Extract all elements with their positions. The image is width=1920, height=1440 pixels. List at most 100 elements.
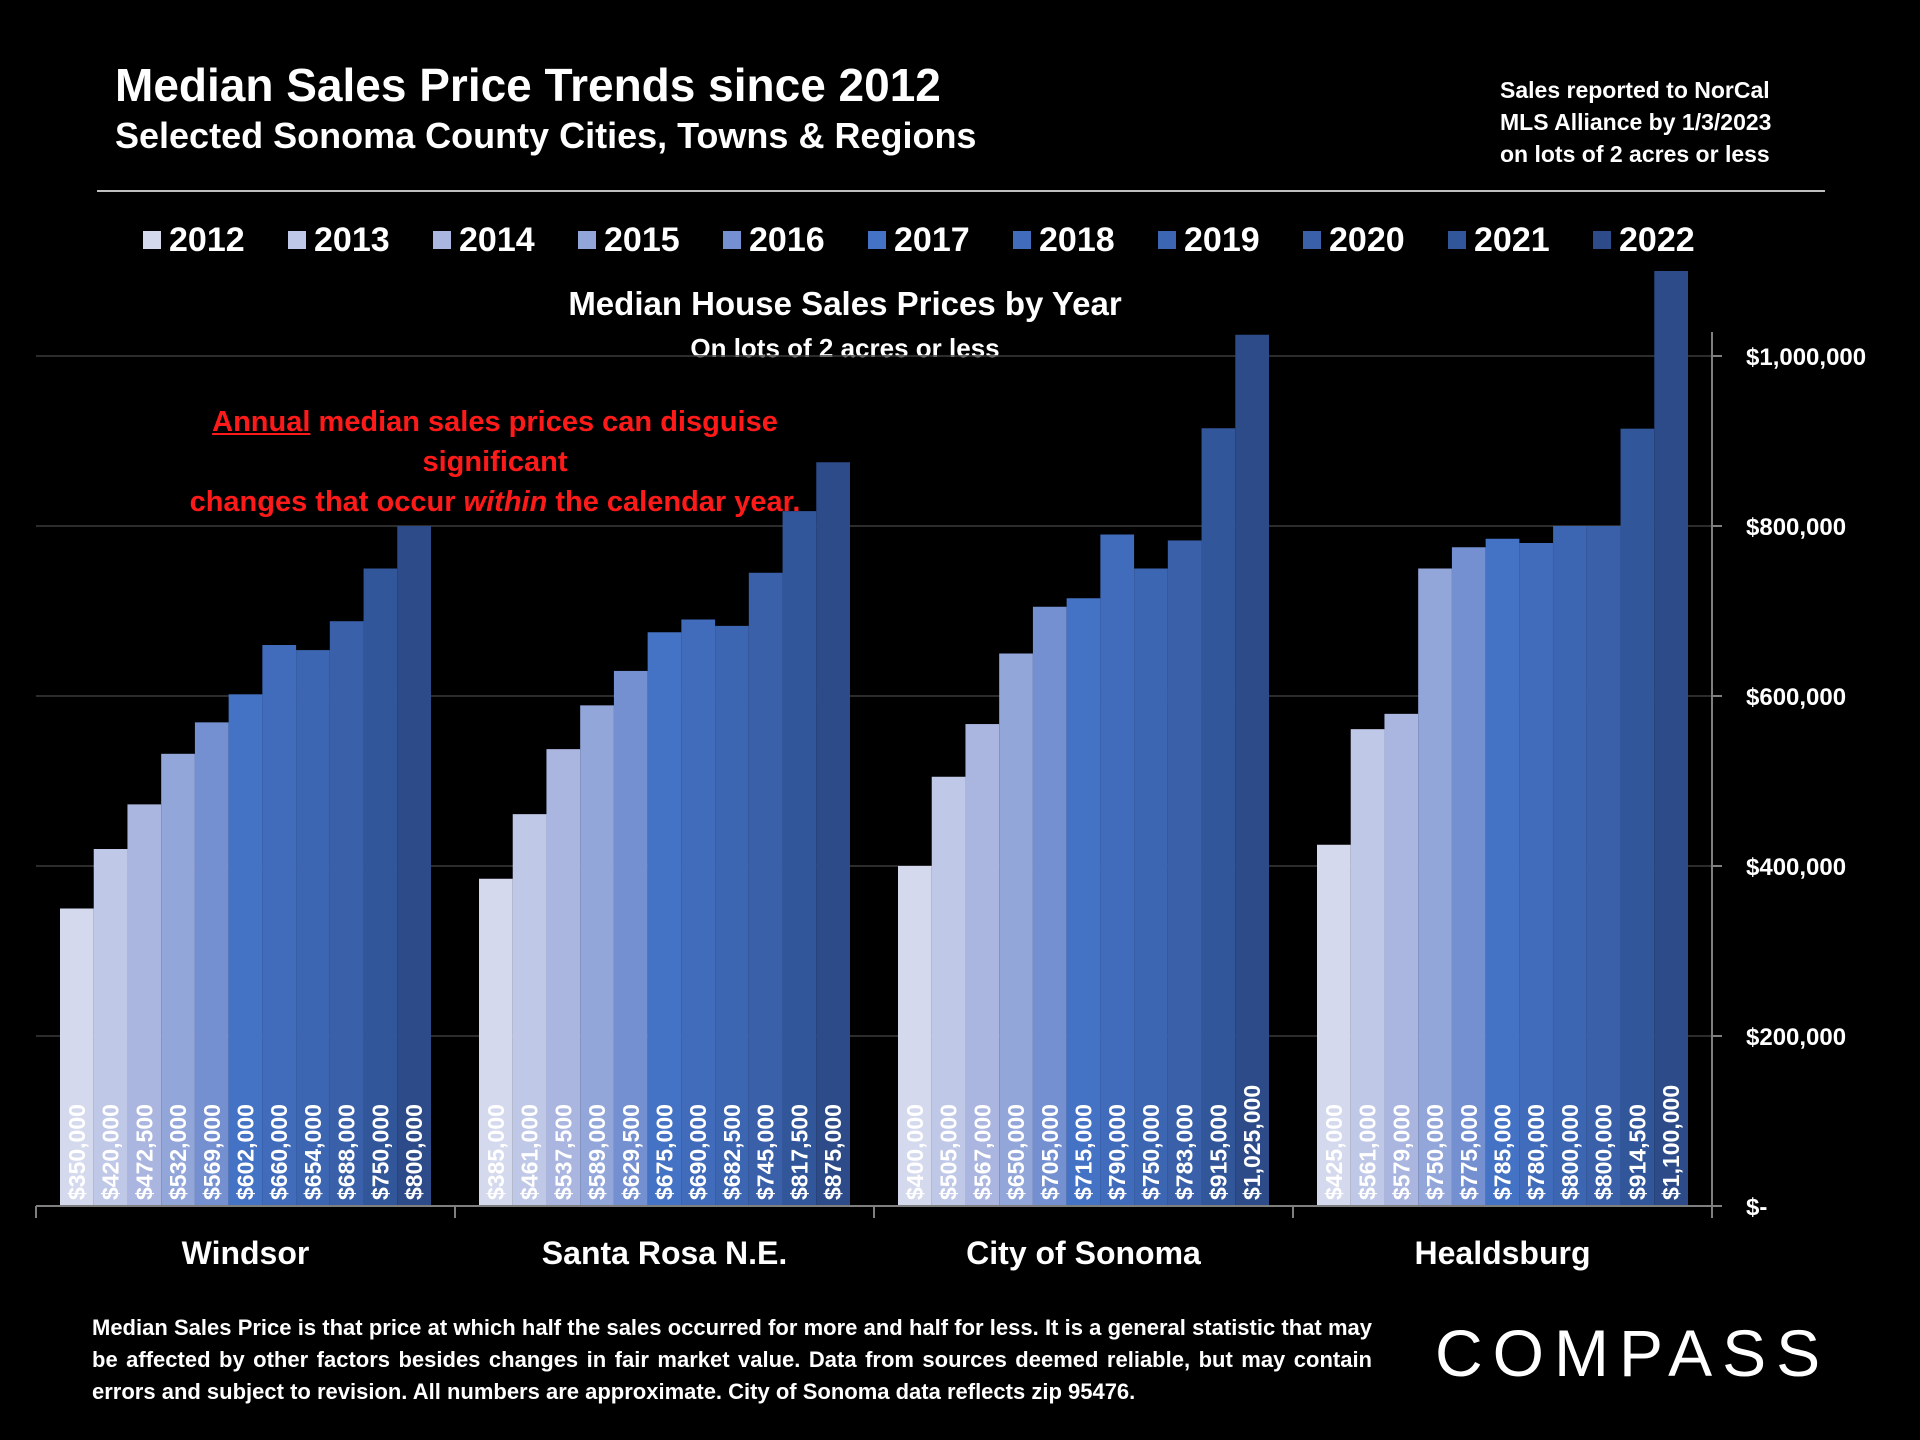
legend-swatch <box>1593 231 1611 249</box>
bar-value-label: $589,000 <box>584 1104 610 1200</box>
bar <box>262 645 297 1206</box>
bar <box>1553 526 1587 1206</box>
y-tick-label: $1,000,000 <box>1746 344 1866 371</box>
legend-item: 2022 <box>1593 220 1695 260</box>
bar-value-label: $567,000 <box>969 1104 995 1200</box>
bar-value-label: $537,500 <box>550 1104 576 1200</box>
bar <box>479 878 513 1206</box>
bar-value-label: $790,000 <box>1104 1104 1130 1200</box>
legend-label: 2022 <box>1619 221 1695 259</box>
bar <box>1100 534 1135 1206</box>
bar <box>898 866 932 1206</box>
bar <box>931 776 966 1206</box>
bar <box>580 705 614 1206</box>
bar-value-label: $715,000 <box>1071 1104 1097 1200</box>
compass-logo: COMPASS <box>1435 1316 1831 1390</box>
legend-swatch <box>1013 231 1031 249</box>
source-note: Sales reported to NorCal MLS Alliance by… <box>1500 74 1771 170</box>
source-note-line: MLS Alliance by 1/3/2023 <box>1500 109 1772 135</box>
legend-item: 2019 <box>1158 220 1260 260</box>
annotation-line2-end: the calendar year. <box>547 486 801 518</box>
bar <box>127 804 162 1206</box>
bar <box>1654 271 1688 1206</box>
bar-value-label: $780,000 <box>1523 1104 1549 1200</box>
bar-value-label: $875,000 <box>820 1104 846 1200</box>
header-divider <box>97 190 1825 192</box>
bar-value-label: $690,000 <box>685 1104 711 1200</box>
bar <box>1032 606 1067 1206</box>
category-label: Windsor <box>182 1235 310 1271</box>
legend-swatch <box>578 231 596 249</box>
bar <box>715 625 749 1206</box>
bar <box>1485 538 1520 1206</box>
legend-swatch <box>433 231 451 249</box>
bar <box>512 814 547 1206</box>
bar <box>194 722 229 1206</box>
source-note-line: on lots of 2 acres or less <box>1500 141 1770 167</box>
y-tick-label: $200,000 <box>1746 1024 1846 1051</box>
bar-value-label: $750,000 <box>367 1104 393 1200</box>
bar <box>816 462 850 1206</box>
page-subtitle: Selected Sonoma County Cities, Towns & R… <box>115 115 977 156</box>
chart-title: Median House Sales Prices by Year <box>568 285 1122 322</box>
legend-label: 2013 <box>314 221 390 259</box>
legend-label: 2017 <box>894 221 970 259</box>
bar-value-label: $783,000 <box>1172 1104 1198 1200</box>
bar-value-label: $688,000 <box>334 1104 360 1200</box>
legend-swatch <box>868 231 886 249</box>
bar-value-label: $654,000 <box>300 1104 326 1200</box>
bar-value-label: $817,500 <box>786 1104 812 1200</box>
annotation-line2-start: changes that occur <box>189 486 464 518</box>
legend-label: 2012 <box>169 221 245 259</box>
bar-value-label: $785,000 <box>1490 1104 1516 1200</box>
legend-item: 2016 <box>723 220 825 260</box>
bar-value-label: $914,500 <box>1624 1104 1650 1200</box>
bar-value-label: $750,000 <box>1138 1104 1164 1200</box>
bar-value-label: $400,000 <box>902 1104 928 1200</box>
bar <box>647 632 682 1206</box>
bar <box>1134 568 1168 1206</box>
legend-item: 2013 <box>288 220 390 260</box>
bar <box>546 749 581 1206</box>
bar <box>1519 543 1554 1206</box>
chart-annotation: Annual median sales prices can disguise … <box>140 402 850 522</box>
bar-value-label: $800,000 <box>401 1104 427 1200</box>
bar-value-label: $1,025,000 <box>1239 1085 1265 1200</box>
legend-label: 2016 <box>749 221 825 259</box>
bar-value-label: $1,100,000 <box>1658 1085 1684 1200</box>
legend-label: 2015 <box>604 221 680 259</box>
bar <box>1620 428 1655 1206</box>
legend-item: 2018 <box>1013 220 1115 260</box>
bar-value-label: $532,000 <box>165 1104 191 1200</box>
bar <box>1167 540 1202 1206</box>
bar <box>329 621 364 1206</box>
y-tick-label: $800,000 <box>1746 514 1846 541</box>
footnote: Median Sales Price is that price at whic… <box>92 1315 1372 1404</box>
legend-item: 2015 <box>578 220 680 260</box>
bar-value-label: $579,000 <box>1388 1104 1414 1200</box>
legend-item: 2020 <box>1303 220 1405 260</box>
bar-chart: $350,000 $420,000 $472,500 $532,000 $569,000… <box>35 271 1866 1271</box>
bar-value-label: $915,000 <box>1205 1104 1231 1200</box>
bar-value-label: $660,000 <box>266 1104 292 1200</box>
bar <box>613 670 648 1206</box>
legend-swatch <box>143 231 161 249</box>
bar <box>228 694 263 1206</box>
bar <box>1317 844 1351 1206</box>
legend-item: 2017 <box>868 220 970 260</box>
bar <box>296 650 330 1206</box>
legend-item: 2014 <box>433 220 535 260</box>
bar <box>93 849 128 1206</box>
bar-value-label: $385,000 <box>483 1104 509 1200</box>
bar-value-label: $350,000 <box>64 1104 90 1200</box>
bar <box>1201 428 1236 1206</box>
chart-subtitle: On lots of 2 acres or less <box>690 333 1000 363</box>
legend-item: 2012 <box>143 220 245 260</box>
legend-item: 2021 <box>1448 220 1550 260</box>
legend-label: 2020 <box>1329 221 1405 259</box>
legend-label: 2018 <box>1039 221 1115 259</box>
bar-value-label: $745,000 <box>753 1104 779 1200</box>
bar <box>681 619 716 1206</box>
bar <box>1384 713 1419 1206</box>
category-label: City of Sonoma <box>966 1235 1201 1271</box>
